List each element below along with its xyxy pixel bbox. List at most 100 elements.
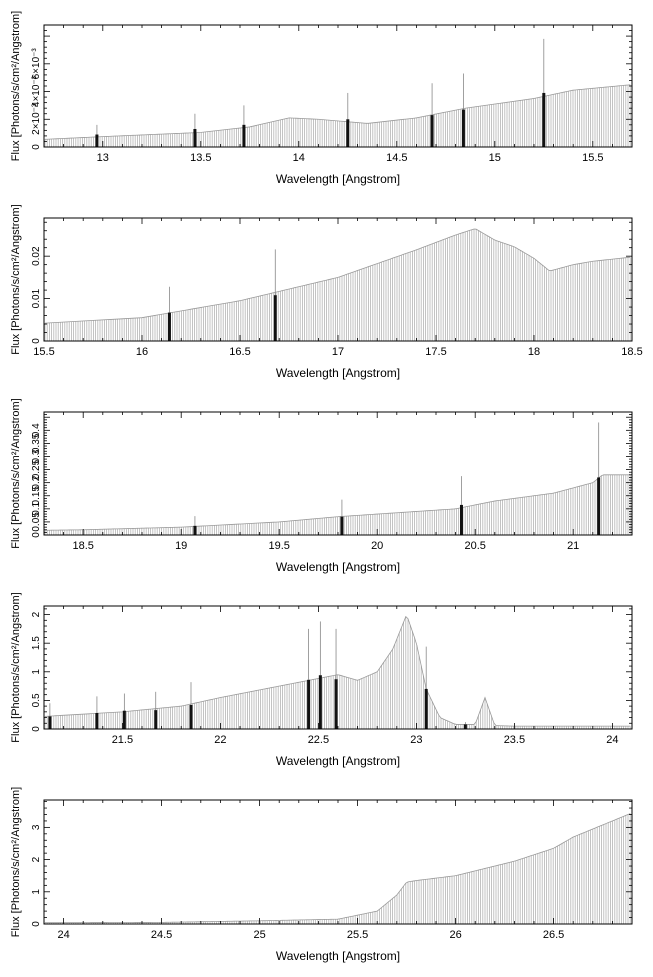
- x-axis-label: Wavelength [Angstrom]: [276, 172, 400, 186]
- emission-line-bar: [122, 710, 126, 729]
- y-tick-label: 0.05: [31, 512, 42, 532]
- x-tick-label: 24.5: [151, 929, 172, 941]
- continuum-outline: [44, 813, 631, 924]
- continuum-outline: [44, 474, 631, 531]
- y-tick-label: 0: [31, 338, 42, 344]
- y-axis-label: Flux [Photons/s/cm²/Angstrom]: [10, 787, 22, 937]
- x-tick-label: 20: [371, 540, 383, 552]
- y-tick-label: 0: [31, 921, 42, 927]
- emission-line-bar: [242, 124, 246, 147]
- x-tick-label: 20.5: [464, 540, 485, 552]
- y-tick-label: 0.35: [31, 433, 42, 453]
- chart-panel-1: 13 13.5 14 14.5 15 15.5 0 2×10⁻³4×10⁻³6×10⁻³ Wav…: [10, 11, 633, 186]
- x-tick-label: 15: [489, 152, 501, 164]
- y-tick-label: 0: [31, 532, 42, 538]
- x-tick-label: 23: [410, 734, 422, 746]
- x-tick-label: 14.5: [386, 152, 407, 164]
- x-axis-label: Wavelength [Angstrom]: [276, 754, 400, 768]
- y-tick-label: 1: [31, 669, 42, 675]
- x-tick-label: 18: [528, 346, 540, 358]
- emission-line-bar: [95, 134, 99, 147]
- x-tick-label: 23.5: [504, 734, 525, 746]
- emission-line-bar: [95, 712, 99, 729]
- plot-frame: [43, 799, 633, 925]
- y-tick-label: 3: [31, 824, 42, 830]
- continuum-outline: [44, 228, 631, 324]
- continuum-outline: [44, 615, 631, 727]
- emission-line-bar: [424, 688, 428, 729]
- x-tick-label: 13: [97, 152, 109, 164]
- emission-line-bar: [461, 109, 465, 147]
- emission-line-bar: [430, 115, 434, 147]
- y-tick-label: 0.5: [31, 693, 42, 707]
- emission-line-bar: [318, 675, 322, 729]
- emission-line-bar: [463, 724, 467, 729]
- emission-line-bar: [307, 679, 311, 729]
- continuum-bars: [44, 813, 631, 924]
- y-tick-label: 4×10⁻³: [31, 75, 42, 107]
- y-axis-label: Flux [Photons/s/cm²/Angstrom]: [10, 398, 22, 548]
- emission-line-bar: [154, 710, 158, 729]
- emission-line-bar: [597, 477, 601, 535]
- x-axis-label: Wavelength [Angstrom]: [276, 366, 400, 380]
- emission-line-bar: [334, 679, 338, 729]
- y-tick-label: 0: [31, 144, 42, 150]
- x-tick-label: 25: [253, 929, 265, 941]
- continuum-bars: [44, 228, 631, 341]
- x-tick-label: 18.5: [621, 346, 642, 358]
- continuum-bars: [44, 474, 631, 535]
- x-tick-label: 16.5: [229, 346, 250, 358]
- y-tick-label: 0.25: [31, 459, 42, 479]
- x-tick-label: 16: [136, 346, 148, 358]
- y-tick-label: 0.15: [31, 486, 42, 506]
- x-tick-label: 21: [567, 540, 579, 552]
- x-tick-label: 17: [332, 346, 344, 358]
- emission-line-bar: [459, 504, 463, 535]
- y-tick-label: 0.1: [31, 501, 42, 515]
- chart-panel-4: 21.5 22 22.5 23 23.5 24 0 0.5 1 1.5 2 Wavelength [A…: [10, 592, 633, 768]
- chart-panel-2: 15.5 16 16.5 17 17.5 18 18.5 0 0.01 0.02 Wavelengt…: [10, 204, 643, 380]
- emission-line-bar: [273, 295, 277, 341]
- y-tick-label: 0.4: [31, 423, 42, 437]
- y-tick-label: 6×10⁻³: [31, 48, 42, 80]
- emission-line-bar: [193, 128, 197, 147]
- chart-panel-3: 18.5 19 19.5 20 20.5 2100.050.10.150.20.250.3…: [10, 398, 633, 574]
- x-tick-label: 18.5: [72, 540, 93, 552]
- continuum-bars: [44, 616, 631, 729]
- x-tick-label: 14: [293, 152, 305, 164]
- continuum-outline: [44, 84, 631, 140]
- y-tick-label: 2×10⁻³: [31, 103, 42, 135]
- x-tick-label: 13.5: [190, 152, 211, 164]
- y-tick-label: 2: [31, 856, 42, 862]
- y-axis-label: Flux [Photons/s/cm²/Angstrom]: [10, 204, 22, 354]
- y-axis-label: Flux [Photons/s/cm²/Angstrom]: [10, 592, 22, 742]
- y-tick-label: 1.5: [31, 636, 42, 650]
- emission-line-bar: [346, 119, 350, 147]
- x-tick-label: 22.5: [308, 734, 329, 746]
- x-axis-label: Wavelength [Angstrom]: [276, 560, 400, 574]
- emission-line-bar: [542, 92, 546, 147]
- x-tick-label: 19: [175, 540, 187, 552]
- chart-panel-5: 24 24.5 25 25.5 26 26.5 0 1 2 3 Wavelength [Angstr…: [10, 787, 633, 963]
- emission-line-bar: [193, 525, 197, 535]
- x-tick-label: 26: [449, 929, 461, 941]
- x-tick-label: 19.5: [268, 540, 289, 552]
- y-axis-label: Flux [Photons/s/cm²/Angstrom]: [10, 11, 22, 161]
- emission-line-bar: [340, 516, 344, 535]
- x-tick-label: 21.5: [112, 734, 133, 746]
- y-tick-label: 0: [31, 726, 42, 732]
- y-tick-label: 2: [31, 611, 42, 617]
- x-tick-label: 22: [214, 734, 226, 746]
- x-tick-label: 26.5: [543, 929, 564, 941]
- x-axis-label: Wavelength [Angstrom]: [276, 949, 400, 963]
- x-tick-label: 25.5: [347, 929, 368, 941]
- y-tick-label: 0.02: [31, 246, 42, 266]
- emission-line-bar: [48, 716, 52, 729]
- emission-line-bar: [189, 704, 193, 729]
- y-tick-label: 1: [31, 889, 42, 895]
- y-tick-label: 0.01: [31, 288, 42, 308]
- emission-line-bar: [167, 312, 171, 341]
- x-tick-label: 24: [606, 734, 618, 746]
